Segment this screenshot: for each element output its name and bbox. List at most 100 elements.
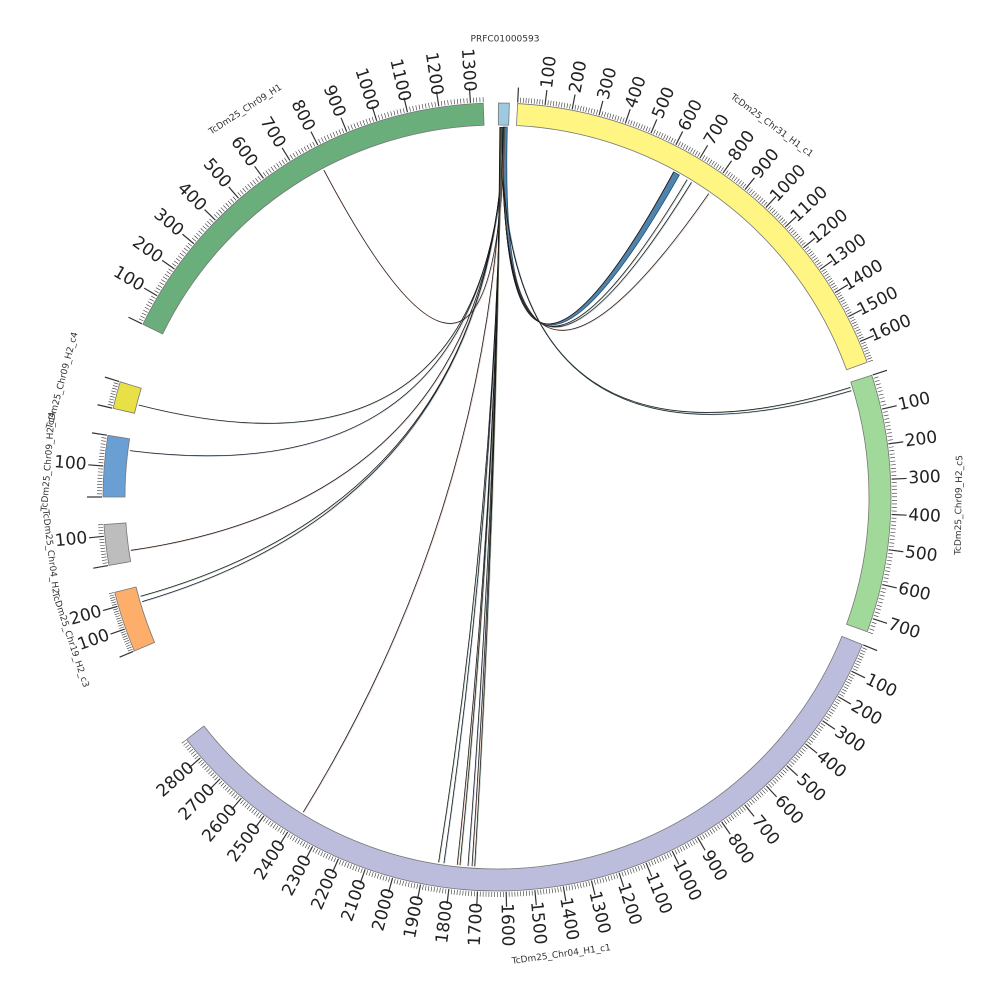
minor-tick bbox=[633, 868, 635, 873]
minor-tick bbox=[855, 663, 860, 665]
minor-tick bbox=[542, 100, 543, 105]
minor-tick bbox=[859, 337, 864, 339]
minor-tick bbox=[874, 377, 879, 379]
tick-label: 1500 bbox=[526, 901, 550, 946]
segment-chr19h2c3 bbox=[115, 587, 155, 651]
minor-tick bbox=[454, 99, 455, 104]
minor-tick bbox=[682, 846, 684, 850]
minor-tick bbox=[114, 611, 119, 612]
minor-tick bbox=[670, 852, 672, 856]
minor-tick bbox=[413, 106, 414, 111]
minor-tick bbox=[229, 791, 232, 795]
minor-tick bbox=[213, 775, 217, 779]
minor-tick bbox=[185, 745, 189, 748]
minor-tick bbox=[580, 106, 581, 111]
minor-tick bbox=[633, 121, 635, 126]
minor-tick bbox=[271, 167, 274, 171]
minor-tick bbox=[583, 107, 584, 112]
minor-tick bbox=[448, 100, 449, 105]
minor-tick bbox=[101, 438, 106, 439]
minor-tick bbox=[610, 114, 611, 119]
minor-tick bbox=[859, 656, 864, 658]
minor-tick bbox=[866, 355, 871, 357]
minor-tick bbox=[791, 230, 795, 233]
minor-tick bbox=[649, 862, 651, 867]
minor-tick bbox=[402, 881, 403, 886]
major-tick bbox=[745, 805, 754, 817]
minor-tick bbox=[182, 740, 186, 743]
minor-tick bbox=[247, 805, 250, 809]
minor-tick bbox=[880, 397, 885, 398]
minor-tick bbox=[667, 854, 669, 859]
minor-tick bbox=[205, 224, 209, 227]
minor-tick bbox=[559, 102, 560, 107]
major-tick bbox=[697, 837, 705, 850]
minor-tick bbox=[798, 753, 802, 756]
minor-tick bbox=[558, 887, 559, 892]
minor-tick bbox=[771, 782, 774, 786]
minor-tick bbox=[643, 864, 645, 869]
major-tick bbox=[892, 515, 907, 516]
minor-tick bbox=[548, 100, 549, 105]
minor-tick bbox=[428, 886, 429, 891]
major-tick bbox=[882, 585, 897, 588]
segment-name-chr04h1c1: TcDm25_Chr04_H1_c1 bbox=[510, 943, 611, 967]
minor-tick bbox=[354, 123, 356, 128]
minor-tick bbox=[819, 725, 823, 728]
minor-tick bbox=[888, 440, 893, 441]
minor-tick bbox=[656, 131, 658, 136]
minor-tick bbox=[252, 809, 255, 813]
minor-tick bbox=[728, 172, 731, 176]
tick-label: 600 bbox=[675, 96, 708, 134]
minor-tick bbox=[868, 360, 873, 362]
minor-tick bbox=[843, 304, 847, 306]
minor-tick bbox=[119, 627, 124, 629]
minor-tick bbox=[201, 228, 205, 231]
minor-tick bbox=[814, 732, 818, 735]
segment-name-chr04h2: TcDm25_Chr04_H2 bbox=[40, 508, 60, 594]
minor-tick bbox=[293, 153, 296, 157]
major-tick bbox=[162, 260, 174, 269]
tick-label: 900 bbox=[748, 145, 784, 183]
tick-label: 700 bbox=[700, 111, 734, 149]
minor-tick bbox=[102, 557, 107, 558]
segments-layer bbox=[103, 103, 891, 891]
minor-tick bbox=[178, 256, 182, 259]
minor-tick bbox=[821, 723, 825, 726]
minor-tick bbox=[328, 855, 330, 860]
minor-tick bbox=[789, 228, 793, 231]
minor-tick bbox=[829, 711, 833, 714]
minor-tick bbox=[109, 402, 114, 403]
minor-tick bbox=[604, 112, 605, 117]
minor-tick bbox=[266, 819, 269, 823]
minor-tick bbox=[223, 785, 226, 789]
tick-label: 1600 bbox=[867, 311, 915, 346]
minor-tick bbox=[811, 737, 815, 740]
major-tick bbox=[863, 645, 877, 651]
minor-tick bbox=[298, 839, 300, 843]
minor-tick bbox=[142, 313, 146, 315]
minor-tick bbox=[742, 806, 745, 810]
minor-tick bbox=[334, 858, 336, 863]
minor-tick bbox=[886, 425, 891, 426]
minor-tick bbox=[347, 863, 349, 868]
minor-tick bbox=[425, 103, 426, 108]
major-tick bbox=[676, 131, 683, 144]
minor-tick bbox=[834, 288, 838, 291]
minor-tick bbox=[886, 567, 891, 568]
minor-tick bbox=[110, 597, 115, 598]
minor-tick bbox=[768, 784, 771, 788]
major-tick bbox=[545, 90, 547, 105]
minor-tick bbox=[850, 674, 854, 676]
tick-label: 1800 bbox=[432, 899, 457, 944]
minor-tick bbox=[791, 761, 795, 764]
minor-tick bbox=[549, 889, 550, 894]
minor-tick bbox=[553, 101, 554, 106]
minor-tick bbox=[781, 219, 785, 222]
minor-tick bbox=[112, 604, 117, 605]
minor-tick bbox=[648, 128, 650, 133]
minor-tick bbox=[103, 563, 108, 564]
minor-tick bbox=[428, 103, 429, 108]
minor-tick bbox=[191, 751, 195, 754]
tick-label: 200 bbox=[904, 427, 939, 451]
